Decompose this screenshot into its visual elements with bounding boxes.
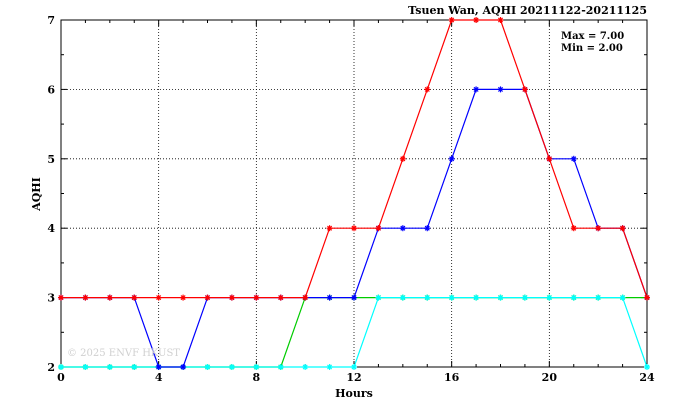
y-axis-title: AQHI <box>30 177 43 212</box>
data-point <box>497 86 504 93</box>
data-point <box>302 294 309 301</box>
data-point <box>106 364 113 370</box>
grid <box>61 20 647 367</box>
data-point <box>644 364 650 370</box>
data-point <box>473 17 480 23</box>
data-point <box>570 155 577 162</box>
data-point <box>619 294 626 301</box>
data-point <box>131 364 138 370</box>
data-point <box>595 225 602 232</box>
data-point <box>399 155 406 162</box>
data-point <box>399 294 406 301</box>
data-point <box>302 364 309 370</box>
y-tick-label: 7 <box>47 14 55 27</box>
data-point <box>204 294 211 301</box>
x-tick-label: 24 <box>639 371 655 384</box>
series-group <box>58 17 650 370</box>
x-tick-label: 12 <box>346 371 361 384</box>
y-tick-label: 3 <box>47 292 55 305</box>
data-point <box>155 294 162 301</box>
x-tick-label: 4 <box>155 371 163 384</box>
data-point <box>253 364 260 370</box>
chart-title: Tsuen Wan, AQHI 20211122-20211125 <box>408 4 647 17</box>
data-point <box>82 364 89 370</box>
y-tick-label: 4 <box>47 222 55 235</box>
data-point <box>351 225 357 232</box>
data-point <box>228 364 235 370</box>
y-tick-label: 6 <box>47 83 55 96</box>
data-point <box>497 294 504 301</box>
data-point <box>424 294 431 301</box>
series-3 <box>58 17 650 301</box>
x-axis-title: Hours <box>335 387 373 400</box>
data-point <box>570 294 577 301</box>
data-point <box>595 294 602 301</box>
data-point <box>204 364 211 370</box>
x-tick-label: 16 <box>444 371 460 384</box>
watermark: © 2025 ENVF HKUST <box>67 348 180 359</box>
data-point <box>351 294 357 301</box>
data-point <box>448 17 455 23</box>
data-point <box>424 86 431 93</box>
data-point <box>351 364 357 370</box>
data-point <box>497 17 504 23</box>
data-point <box>277 294 284 301</box>
max-value: Max = 7.00 <box>561 31 624 42</box>
data-point <box>228 294 235 301</box>
data-point <box>619 225 626 232</box>
data-point <box>521 294 528 301</box>
data-point <box>82 294 89 301</box>
data-point <box>131 294 138 301</box>
y-tick-label: 5 <box>47 153 55 166</box>
data-point <box>570 225 577 232</box>
data-point <box>448 294 455 301</box>
data-point <box>424 225 431 232</box>
data-point <box>253 294 260 301</box>
data-point <box>180 364 187 370</box>
min-value: Min = 2.00 <box>561 43 623 54</box>
x-tick-label: 20 <box>542 371 558 384</box>
data-point <box>155 364 162 370</box>
data-point <box>106 294 113 301</box>
data-point <box>58 294 64 301</box>
data-point <box>521 86 528 93</box>
data-point <box>473 86 480 93</box>
data-point <box>473 294 480 301</box>
data-point <box>326 294 333 301</box>
y-tick-label: 2 <box>47 361 55 374</box>
x-tick-label: 0 <box>57 371 65 384</box>
data-point <box>448 155 455 162</box>
data-point <box>375 294 382 301</box>
x-tick-label: 8 <box>253 371 261 384</box>
data-point <box>546 155 553 162</box>
data-point <box>58 364 64 370</box>
data-point <box>277 364 284 370</box>
data-point <box>644 294 650 301</box>
data-point <box>399 225 406 232</box>
data-point <box>326 225 333 232</box>
data-point <box>326 364 333 370</box>
data-point <box>180 294 187 301</box>
data-point <box>546 294 553 301</box>
data-point <box>375 225 382 232</box>
